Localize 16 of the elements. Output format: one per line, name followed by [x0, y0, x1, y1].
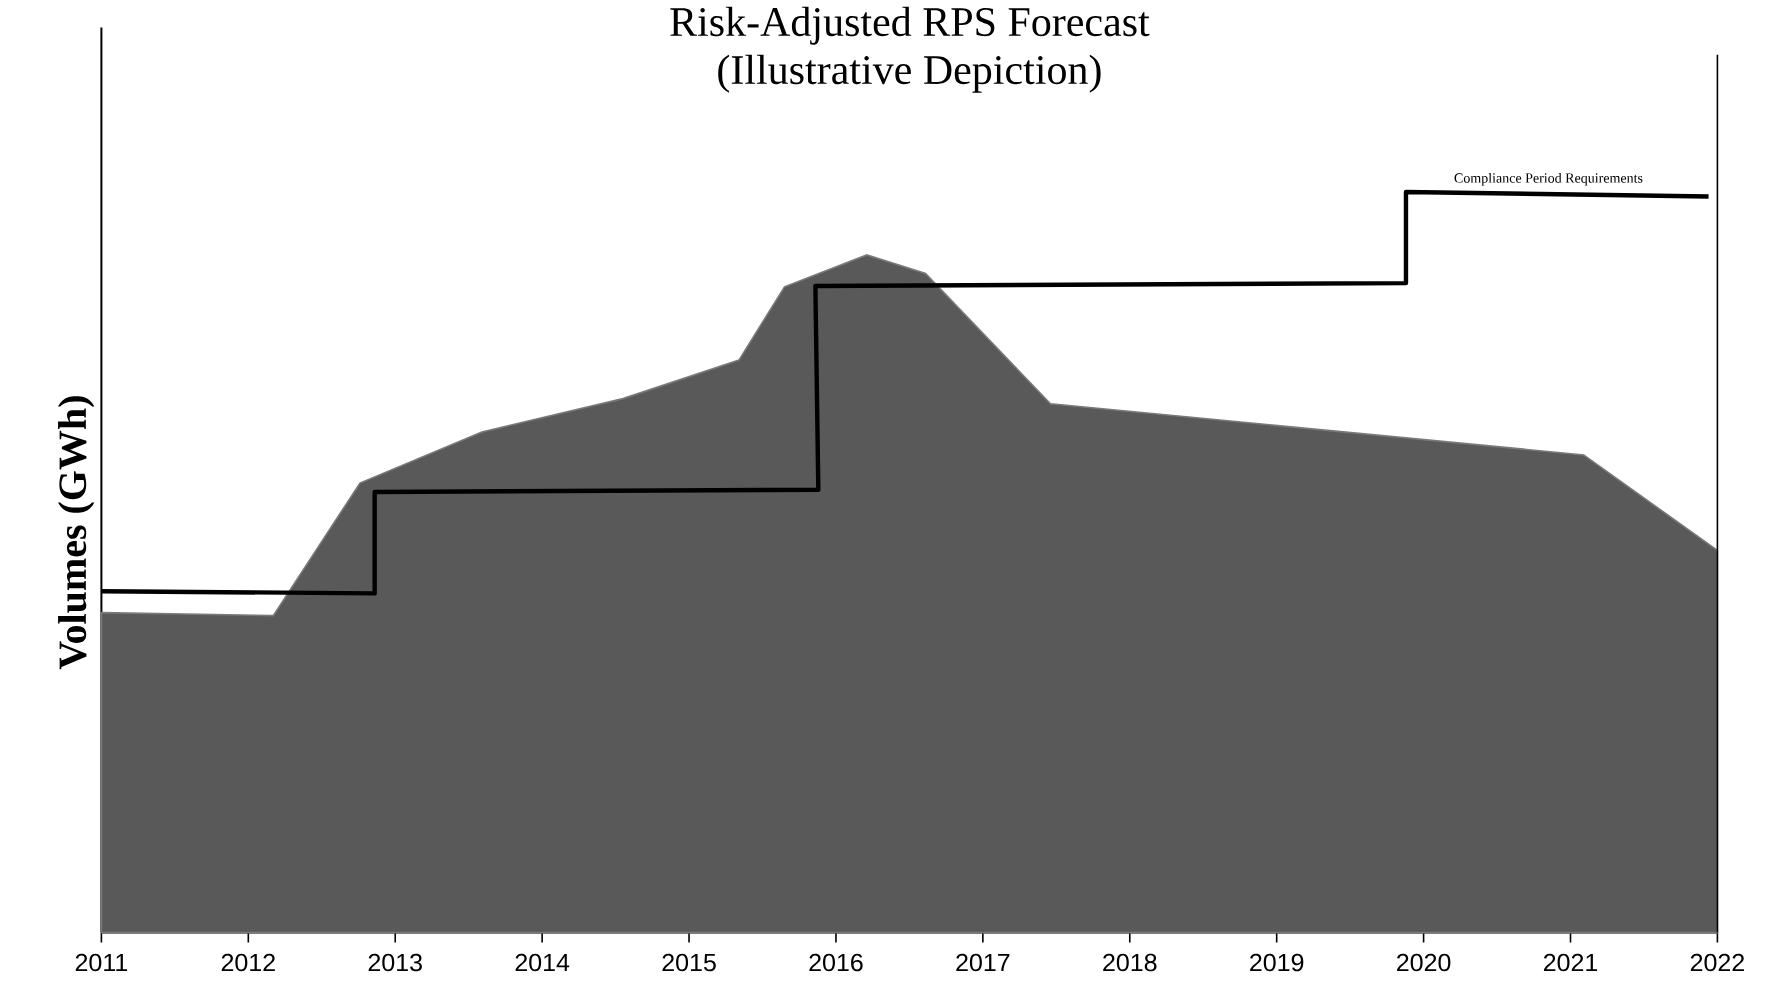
chart-title: Risk-Adjusted RPS Forecast: [670, 6, 1150, 45]
x-tick-label: 2019: [1250, 953, 1304, 972]
x-tick-label: 2014: [515, 953, 570, 972]
annotation: Compliance Period Requirements: [1454, 173, 1643, 186]
x-tick-label: 2017: [956, 953, 1010, 972]
x-tick-label: 2018: [1103, 953, 1157, 972]
x-tick-label: 2020: [1397, 953, 1451, 972]
x-tick-label: 2016: [809, 953, 863, 972]
x-tick-label: 2021: [1543, 953, 1598, 972]
x-tick-label: 2013: [368, 953, 422, 972]
chart-subtitle: (Illustrative Depiction): [718, 54, 1101, 93]
x-tick-label: 2022: [1690, 953, 1744, 972]
y-axis-title: Volumes (GWh): [58, 396, 95, 670]
x-tick-label: 2011: [75, 953, 128, 972]
x-tick-label: 2012: [221, 953, 275, 972]
x-tick-label: 2015: [662, 953, 716, 972]
